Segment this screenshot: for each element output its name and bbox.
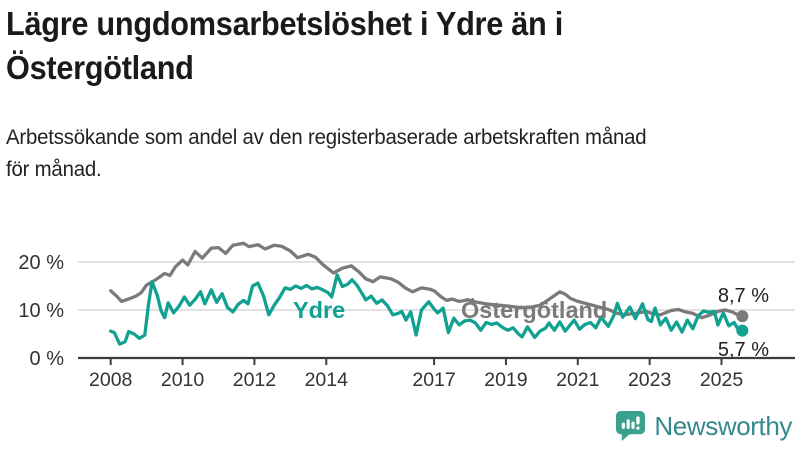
series-line-ostergotland bbox=[109, 241, 744, 320]
y-tick-label: 20 % bbox=[18, 252, 64, 274]
x-tick-label: 2012 bbox=[233, 369, 276, 391]
y-tick-label: 0 % bbox=[30, 348, 65, 370]
series-end-value-ostergotland: 8,7 % bbox=[718, 285, 769, 307]
x-tick-label: 2023 bbox=[628, 369, 671, 391]
x-tick-label: 2019 bbox=[484, 369, 527, 391]
newsworthy-logo[interactable]: Newsworthy bbox=[615, 408, 792, 444]
newsworthy-bar-chart-bubble-icon bbox=[616, 410, 646, 442]
subtitle-line-1: Arbetssökande som andel av den registerb… bbox=[6, 125, 647, 149]
chart-subtitle: Arbetssökande som andel av den registerb… bbox=[6, 122, 776, 187]
series-end-dot-ostergotland bbox=[736, 310, 749, 323]
x-tick-label: 2017 bbox=[412, 369, 455, 391]
subtitle-line-2: för månad. bbox=[6, 158, 102, 182]
series-label-ydre: Ydre bbox=[293, 297, 345, 323]
series-end-dot-ydre bbox=[736, 324, 749, 337]
x-tick-label: 2010 bbox=[161, 369, 205, 391]
newsworthy-brand-text: Newsworthy bbox=[654, 410, 792, 441]
series-line-ydre bbox=[109, 273, 744, 346]
x-tick-label: 2025 bbox=[700, 369, 744, 391]
chart-svg: 2008 2010 2012 2014 2017 2019 2021 2023 2025 0 % 1… bbox=[18, 241, 795, 391]
y-tick-label: 10 % bbox=[18, 300, 64, 322]
title-line-1: Lägre ungdomsarbetslöshet i Ydre än i bbox=[6, 5, 564, 42]
series-label-ostergotland: Östergötland bbox=[461, 297, 607, 323]
series-end-value-ydre: 5,7 % bbox=[718, 339, 769, 361]
page-title: Lägre ungdomsarbetslöshet i Ydre än i Öst… bbox=[6, 2, 744, 90]
x-tick-label: 2008 bbox=[89, 369, 132, 391]
chart-header: Lägre ungdomsarbetslöshet i Ydre än i Öst… bbox=[6, 2, 800, 187]
line-chart: 2008 2010 2012 2014 2017 2019 2021 2023 2025 0 % 1… bbox=[0, 222, 800, 410]
x-tick-label: 2014 bbox=[305, 369, 349, 391]
x-tick-label: 2021 bbox=[556, 369, 599, 391]
title-line-2: Östergötland bbox=[6, 48, 194, 86]
